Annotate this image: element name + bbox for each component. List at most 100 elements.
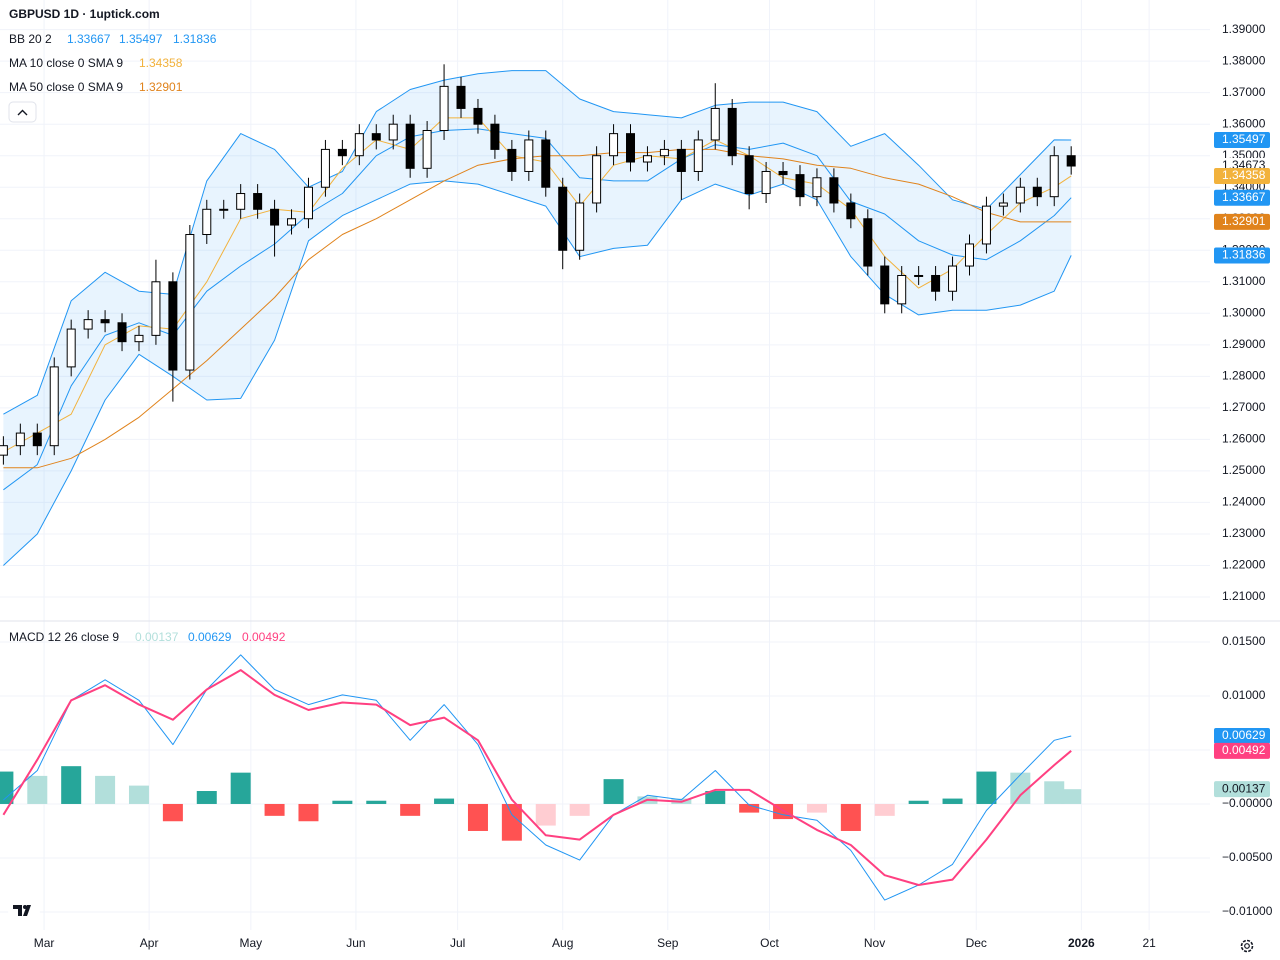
- y-tick-label: 1.31000: [1222, 274, 1266, 288]
- y-tick-label: 0.01000: [1222, 688, 1266, 702]
- candle-body: [1015, 186, 1025, 204]
- price-tag-box: [1214, 742, 1270, 759]
- candle-body: [744, 155, 754, 195]
- histogram-bar: [434, 798, 455, 804]
- x-tick-label: 2026: [1068, 936, 1095, 950]
- y-tick-label: 1.23000: [1222, 526, 1266, 540]
- x-tick-label: Oct: [760, 936, 779, 950]
- price-tag: 0.00492: [1222, 743, 1266, 757]
- candle-body: [287, 218, 297, 226]
- price-tag: 0.00629: [1222, 728, 1266, 742]
- price-tag-box: [1214, 728, 1270, 745]
- candle-body: [1066, 155, 1076, 167]
- x-tick-label: Sep: [657, 936, 679, 950]
- histogram-bar: [739, 803, 760, 813]
- histogram-bar: [908, 800, 929, 804]
- collapse-button[interactable]: [8, 101, 37, 123]
- x-tick-label: Nov: [864, 936, 885, 950]
- signal-line: [2, 669, 1072, 886]
- x-tick-label: Jun: [346, 936, 365, 950]
- gear-outer[interactable]: [1240, 939, 1254, 953]
- gear-inner[interactable]: [1244, 943, 1250, 949]
- chart-title: GBPUSD 1D · 1uptick.com: [9, 7, 160, 21]
- x-tick-label: Apr: [140, 936, 159, 950]
- y-tick-label: 1.37000: [1222, 85, 1266, 99]
- candle-body: [880, 265, 890, 305]
- y-tick-label: 1.27000: [1222, 400, 1266, 414]
- legend-name: MA 10 close 0 SMA 9: [9, 56, 123, 70]
- price-tag: 1.35497: [1222, 132, 1266, 146]
- price-tag: 0.00137: [1222, 781, 1266, 795]
- candle-body: [710, 107, 720, 141]
- candle-body: [303, 186, 313, 220]
- tv-logo[interactable]: [8, 896, 40, 926]
- histogram-bar: [0, 771, 14, 804]
- candle-body: [439, 85, 449, 131]
- collapse-button-box[interactable]: [8, 101, 37, 123]
- candle-body: [846, 202, 856, 220]
- candle-body: [507, 148, 517, 172]
- histogram-bar: [196, 791, 217, 804]
- histogram-bar: [942, 798, 963, 804]
- candle-body: [0, 445, 8, 456]
- candle-body: [473, 107, 483, 125]
- price-tag-box: [1214, 213, 1270, 230]
- candle-body: [964, 243, 974, 267]
- legend-value: 1.31836: [173, 32, 217, 46]
- candle-body: [117, 322, 127, 343]
- candle-body: [219, 208, 229, 211]
- candle-body: [236, 193, 246, 210]
- histogram-bar: [95, 775, 116, 804]
- candle-body: [914, 274, 924, 277]
- price-tag-box: [1214, 189, 1270, 206]
- candle-body: [642, 155, 652, 163]
- price-tag-box: [1214, 167, 1270, 184]
- candle-body: [134, 334, 144, 343]
- candle-body: [761, 170, 771, 195]
- bb-upper: [3, 70, 1072, 415]
- collapse-icon[interactable]: [17, 109, 28, 116]
- histogram-bar: [230, 772, 251, 804]
- settings-button[interactable]: [1240, 939, 1254, 953]
- histogram-bar: [128, 785, 149, 804]
- price-tag: 1.31836: [1222, 248, 1266, 262]
- x-tick-label: 21: [1142, 936, 1156, 950]
- price-tag: 1.34358: [1222, 168, 1266, 182]
- y-tick-label: 0.01500: [1222, 634, 1266, 648]
- y-tick-label: 1.30000: [1222, 305, 1266, 319]
- logo-dot[interactable]: [23, 905, 27, 909]
- histogram-bar: [298, 803, 319, 822]
- candle-body: [931, 274, 941, 292]
- candle-body: [253, 193, 263, 210]
- histogram-bar: [332, 800, 353, 804]
- candle-body: [320, 148, 330, 188]
- candle-body: [575, 202, 585, 251]
- price-tag-box: [1214, 132, 1270, 149]
- candle-body: [948, 265, 958, 292]
- histogram-bar: [162, 803, 183, 822]
- histogram-bar: [806, 803, 827, 813]
- candle-body: [626, 133, 636, 163]
- x-tick-label: Mar: [34, 936, 55, 950]
- y-tick-label: 1.24000: [1222, 495, 1266, 509]
- y-tick-label: 1.39000: [1222, 22, 1266, 36]
- bb-fill: [3, 70, 1072, 566]
- logo-badge[interactable]: [8, 896, 40, 926]
- candle-body: [15, 432, 25, 447]
- price-tag: 1.33667: [1222, 190, 1266, 204]
- y-tick-label: 1.28000: [1222, 369, 1266, 383]
- candle-body: [863, 218, 873, 267]
- legend-name: MACD 12 26 close 9: [9, 630, 119, 644]
- histogram-bar: [874, 803, 895, 816]
- histogram-bar: [1044, 781, 1065, 804]
- legend-value: 1.32901: [139, 80, 183, 94]
- macd-line: [3, 654, 1072, 901]
- y-tick-label: 1.22000: [1222, 558, 1266, 572]
- candle-body: [405, 123, 415, 169]
- legend-value: 0.00137: [135, 630, 179, 644]
- candle-body: [659, 148, 669, 157]
- candle-body: [897, 274, 907, 305]
